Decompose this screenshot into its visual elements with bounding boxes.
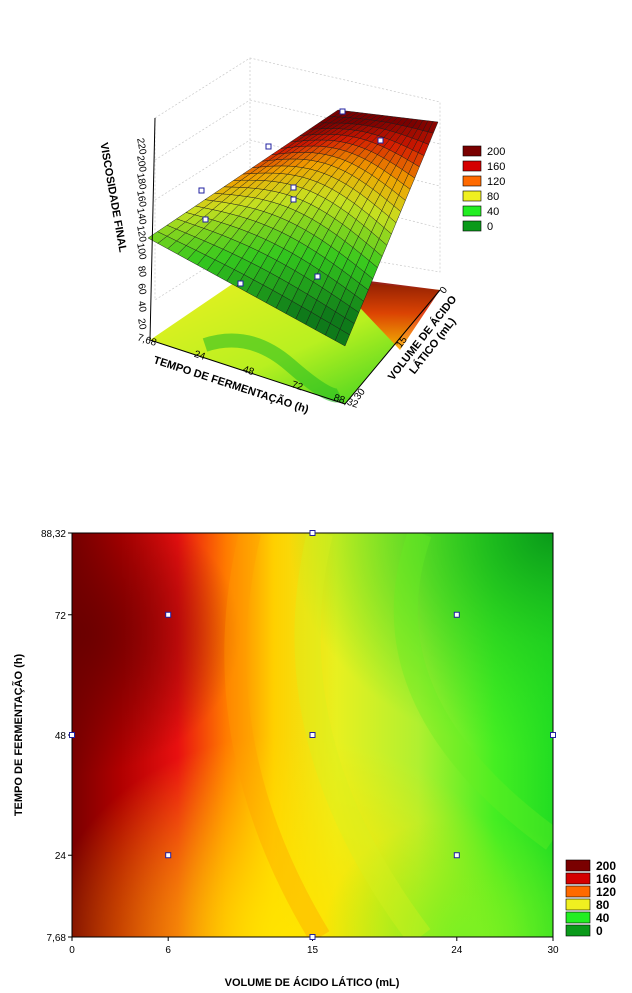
y-tick-label: 72	[55, 611, 67, 622]
contour-y-axis-title: TEMPO DE FERMENTAÇÃO (h)	[12, 653, 25, 816]
legend-label: 200	[487, 146, 505, 158]
contour-ticks: 0 6 15 24 30 7,68 24 48 72 88,32	[41, 529, 559, 956]
contour-x-axis-title: VOLUME DE ÁCIDO LÁTICO (mL)	[225, 976, 400, 989]
data-point	[202, 216, 209, 223]
data-point	[339, 108, 346, 115]
z-tick-label: 120	[134, 225, 148, 244]
legend-label: 160	[596, 872, 616, 886]
y-tick-label: 7,68	[47, 933, 67, 944]
y-tick-label: 24	[55, 851, 67, 862]
floor-contour-line	[202, 333, 344, 403]
data-point	[290, 184, 297, 191]
data-point	[290, 196, 297, 203]
x-tick-label: 30	[547, 945, 559, 956]
legend-swatch	[565, 872, 591, 885]
y-tick-label: 88,32	[41, 529, 66, 540]
legend-swatch	[565, 898, 591, 911]
contour-points	[69, 530, 556, 940]
legend-surface: 200 160 120 80 40 0	[462, 145, 505, 233]
design-point	[309, 934, 316, 940]
z-tick-label: 80	[135, 265, 148, 278]
z-tick-label: 100	[134, 242, 148, 261]
design-point	[309, 732, 316, 738]
z-tick-label: 200	[134, 155, 148, 174]
z-tick-label: 220	[134, 137, 148, 156]
z-tick-label: 140	[134, 207, 148, 226]
design-point	[453, 611, 460, 618]
design-point	[165, 852, 172, 859]
legend-swatch	[462, 190, 482, 202]
data-point	[198, 187, 205, 194]
x-tick-label: 24	[193, 349, 207, 363]
contour-plot: 0 6 15 24 30 7,68 24 48 72 88,32 VOLUME DE ÁCIDO …	[12, 529, 616, 989]
data-point	[314, 273, 321, 280]
design-point	[309, 530, 316, 536]
z-tick-label: 180	[134, 172, 148, 191]
legend-label: 80	[487, 191, 499, 203]
z-axis-title: VISCOSIDADE FINAL	[97, 142, 128, 254]
data-point	[265, 143, 272, 150]
surface-points	[198, 108, 384, 287]
legend-label: 120	[487, 176, 505, 188]
legend-swatch	[462, 160, 482, 172]
y-tick-label: 48	[55, 731, 67, 742]
design-point	[550, 732, 556, 738]
x-tick-label: 24	[451, 945, 463, 956]
legend-swatch	[565, 924, 591, 937]
surface-cell	[427, 121, 439, 134]
x-tick-label: 7,68	[136, 332, 158, 349]
legend-swatch	[462, 205, 482, 217]
surface-mesh	[147, 109, 439, 347]
legend-label: 40	[487, 206, 499, 218]
legend-label: 200	[596, 859, 616, 873]
z-tick-label: 40	[135, 300, 148, 313]
box-edges	[149, 117, 441, 405]
legend-swatch	[565, 911, 591, 924]
legend-label: 0	[487, 221, 493, 233]
legend-swatch	[462, 145, 482, 157]
x-tick-label: 6	[165, 945, 171, 956]
legend-swatch	[565, 885, 591, 898]
z-tick-label: 60	[135, 283, 148, 296]
legend-label: 120	[596, 885, 616, 899]
legend-label: 160	[487, 161, 505, 173]
design-point	[69, 732, 75, 738]
legend-label: 0	[596, 924, 603, 938]
x-tick-label: 15	[307, 945, 319, 956]
legend-swatch	[462, 220, 482, 232]
legend-swatch	[462, 175, 482, 187]
legend-swatch	[565, 859, 591, 872]
data-point	[377, 137, 384, 144]
y-tick-label: 0	[438, 285, 450, 297]
z-tick-label: 160	[134, 190, 148, 209]
design-point	[453, 852, 460, 859]
data-point	[237, 280, 244, 287]
legend-label: 80	[596, 898, 610, 912]
x-tick-label: 72	[290, 379, 304, 393]
design-point	[165, 611, 172, 618]
x-tick-label: 48	[241, 364, 255, 378]
x-tick-label: 0	[69, 945, 75, 956]
z-tick-label: 20	[135, 318, 148, 331]
legend-label: 40	[596, 911, 610, 925]
